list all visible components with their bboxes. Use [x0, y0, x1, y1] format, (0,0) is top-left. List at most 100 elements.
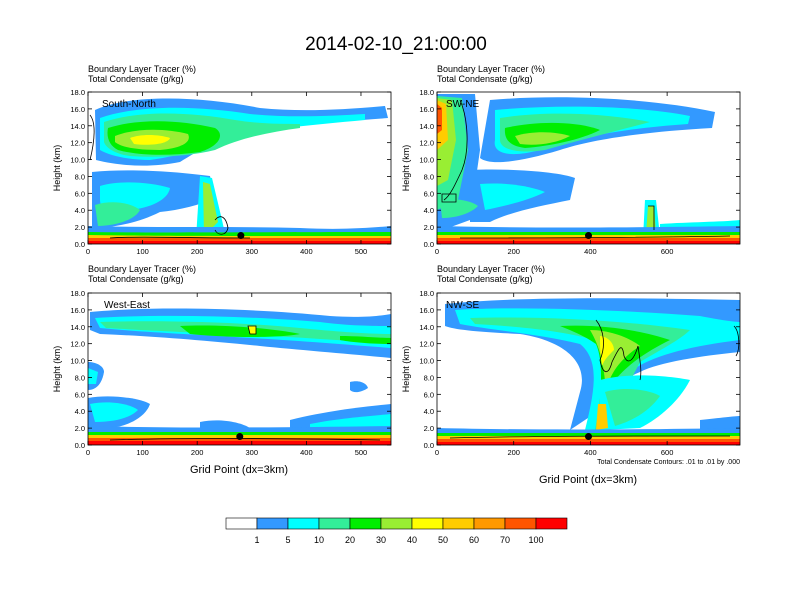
location-marker: [236, 433, 244, 441]
y-tick-label: 8.0: [75, 373, 85, 382]
y-tick-label: 16.0: [419, 105, 434, 114]
y-tick-label: 16.0: [419, 306, 434, 315]
y-tick-label: 8.0: [424, 373, 434, 382]
colorbar-label: 50: [438, 535, 448, 545]
colorbar-label: 30: [376, 535, 386, 545]
location-marker: [585, 232, 592, 240]
x-tick-label: 500: [355, 247, 368, 256]
y-tick-label: 6.0: [424, 189, 434, 198]
y-tick-label: 10.0: [70, 357, 85, 366]
colorbar-swatch: [225, 517, 258, 530]
x-tick-label: 100: [136, 448, 149, 457]
y-tick-label: 12.0: [70, 139, 85, 148]
y-axis-label: Height (km): [52, 145, 62, 192]
y-tick-label: 12.0: [419, 340, 434, 349]
colorbar-swatch: [504, 517, 537, 530]
colorbar-swatch: [256, 517, 289, 530]
y-tick-label: 8.0: [75, 172, 85, 181]
panel-header-condensate: Total Condensate (g/kg): [88, 74, 184, 84]
y-tick-label: 10.0: [70, 156, 85, 165]
y-axis-label: Height (km): [401, 145, 411, 192]
x-tick-label: 0: [86, 448, 90, 457]
x-tick-label: 0: [435, 448, 439, 457]
colorbar-swatch: [411, 517, 444, 530]
panel-sw-ne: Boundary Layer Tracer (%) Total Condensa…: [401, 64, 741, 256]
location-marker: [585, 433, 592, 441]
y-tick-label: 0.0: [424, 240, 434, 249]
x-tick-label: 500: [355, 448, 368, 457]
y-tick-label: 4.0: [75, 206, 85, 215]
y-tick-label: 14.0: [419, 323, 434, 332]
condensate-contours: [449, 319, 740, 439]
panel-nw-se: Boundary Layer Tracer (%) Total Condensa…: [401, 264, 741, 486]
panel-label: South-North: [102, 99, 156, 110]
panel-label: NW-SE: [446, 300, 479, 311]
plot-area: [436, 292, 741, 446]
x-axis: 0 100 200 300 400 500: [86, 92, 367, 256]
colorbar-swatch: [442, 517, 475, 530]
y-tick-label: 18.0: [70, 88, 85, 97]
x-tick-label: 200: [507, 448, 520, 457]
x-tick-label: 300: [246, 448, 259, 457]
y-tick-label: 12.0: [419, 139, 434, 148]
x-tick-label: 400: [300, 448, 313, 457]
y-axis: 0.0 2.0 4.0 6.0 8.0 10.0 12.0 14.0 16.0 18.0: [419, 289, 740, 450]
panel-west-east: Boundary Layer Tracer (%) Total Condensa…: [52, 264, 392, 476]
y-tick-label: 2.0: [75, 223, 85, 232]
x-tick-label: 0: [86, 247, 90, 256]
y-tick-label: 0.0: [424, 441, 434, 450]
panel-header-condensate: Total Condensate (g/kg): [88, 274, 184, 284]
x-tick-label: 600: [661, 247, 674, 256]
x-tick-label: 200: [191, 247, 204, 256]
panel-header-tracer: Boundary Layer Tracer (%): [88, 264, 196, 274]
panel-label: SW-NE: [446, 99, 479, 110]
x-axis-label: Grid Point (dx=3km): [539, 474, 637, 486]
panel-south-north: Boundary Layer Tracer (%) Total Condensa…: [52, 64, 392, 256]
x-tick-label: 600: [661, 448, 674, 457]
colorbar: 1 5 10 20 30 40 50 60 70 100: [225, 517, 568, 545]
x-tick-label: 400: [584, 247, 597, 256]
y-tick-label: 4.0: [424, 407, 434, 416]
y-tick-label: 2.0: [75, 424, 85, 433]
plot-area: [436, 91, 741, 245]
y-tick-label: 18.0: [70, 289, 85, 298]
colorbar-label: 60: [469, 535, 479, 545]
colorbar-swatch: [473, 517, 506, 530]
plot-area: [87, 292, 392, 446]
colorbar-swatch: [380, 517, 413, 530]
y-tick-label: 14.0: [419, 122, 434, 131]
y-tick-label: 16.0: [70, 306, 85, 315]
y-tick-label: 6.0: [75, 189, 85, 198]
colorbar-swatch: [318, 517, 351, 530]
contour-note: Total Condensate Contours: .01 to .01 by…: [597, 459, 740, 466]
y-tick-label: 10.0: [419, 156, 434, 165]
x-axis-label: Grid Point (dx=3km): [190, 464, 288, 476]
y-axis: 0.0 2.0 4.0 6.0 8.0 10.0 12.0 14.0 16.0 18.0: [70, 289, 391, 450]
tracer-field: [437, 94, 740, 244]
y-tick-label: 0.0: [75, 441, 85, 450]
y-axis: 0.0 2.0 4.0 6.0 8.0 10.0 12.0 14.0 16.0 18.0: [70, 88, 391, 249]
y-tick-label: 6.0: [75, 390, 85, 399]
panel-header-tracer: Boundary Layer Tracer (%): [437, 264, 545, 274]
colorbar-swatch: [349, 517, 382, 530]
location-marker: [237, 232, 245, 240]
y-tick-label: 2.0: [424, 223, 434, 232]
colorbar-label: 10: [314, 535, 324, 545]
condensate-contours: [441, 99, 731, 239]
y-tick-label: 4.0: [424, 206, 434, 215]
colorbar-label: 70: [500, 535, 510, 545]
panel-header-condensate: Total Condensate (g/kg): [437, 74, 533, 84]
x-tick-label: 400: [584, 448, 597, 457]
x-tick-label: 100: [136, 247, 149, 256]
panel-header-condensate: Total Condensate (g/kg): [437, 274, 533, 284]
colorbar-label: 100: [528, 535, 543, 545]
x-axis: 0 200 400 600: [435, 92, 673, 256]
colorbar-swatch: [287, 517, 320, 530]
colorbar-label: 1: [254, 535, 259, 545]
panel-label: West-East: [104, 300, 150, 311]
colorbar-label: 5: [285, 535, 290, 545]
y-axis-label: Height (km): [401, 346, 411, 393]
y-tick-label: 2.0: [424, 424, 434, 433]
y-tick-label: 6.0: [424, 390, 434, 399]
